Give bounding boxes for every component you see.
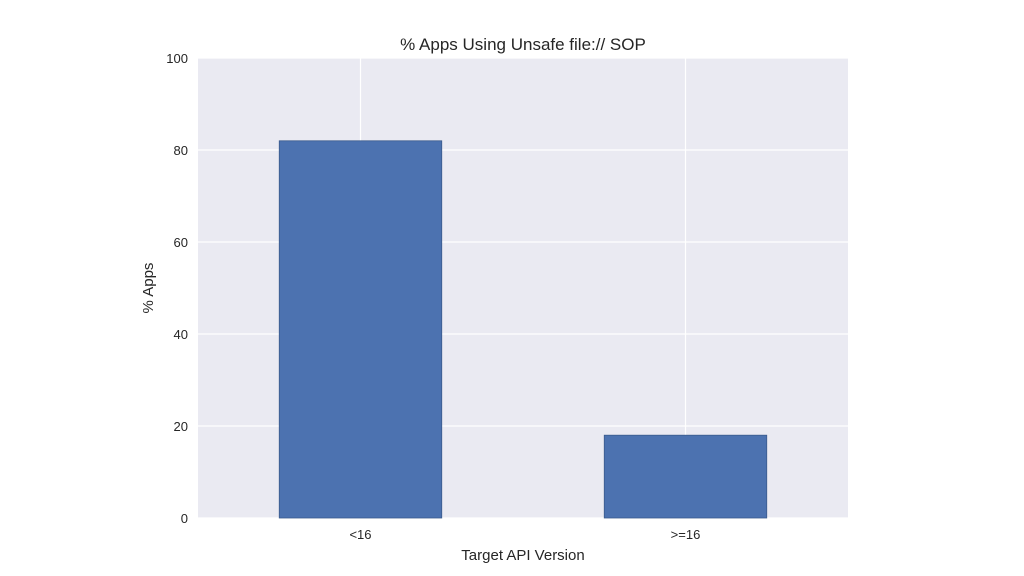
x-tick-label: <16 [349,527,371,542]
x-tick-label: >=16 [671,527,701,542]
y-tick-labels: 0 20 40 60 80 100 [166,51,188,526]
y-tick-label: 80 [174,143,188,158]
chart-title: % Apps Using Unsafe file:// SOP [400,35,646,54]
y-tick-label: 0 [181,511,188,526]
bar-2 [603,434,768,519]
x-axis-label: Target API Version [461,547,584,564]
y-tick-label: 60 [174,235,188,250]
bar-1 [278,140,443,519]
y-tick-label: 20 [174,419,188,434]
y-axis-label: % Apps [140,263,157,314]
y-tick-label: 100 [166,51,188,66]
y-tick-label: 40 [174,327,188,342]
bars [278,140,768,519]
x-tick-labels: <16 >=16 [349,527,700,542]
